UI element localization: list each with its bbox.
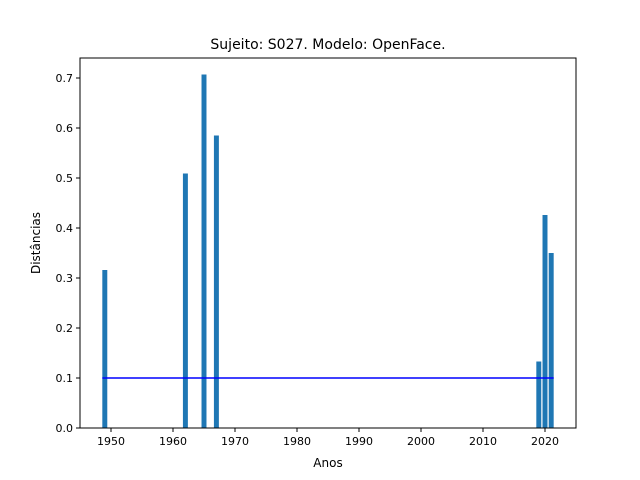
bar-1962 (182, 173, 188, 428)
x-tick-label: 2020 (531, 435, 559, 448)
bar-1965 (201, 74, 207, 428)
y-tick-label: 0.1 (56, 372, 74, 385)
chart-title: Sujeito: S027. Modelo: OpenFace. (210, 37, 445, 53)
x-tick-label: 1990 (345, 435, 373, 448)
x-tick-label: 1980 (283, 435, 311, 448)
bar-1967 (213, 135, 219, 428)
y-tick-label: 0.2 (56, 322, 74, 335)
x-tick-label: 2000 (407, 435, 435, 448)
y-axis-ticks: 0.0 0.1 0.2 0.3 0.4 0.5 0.6 0.7 (56, 72, 80, 435)
y-axis-label: Distâncias (29, 212, 43, 274)
x-axis-ticks: 1950 1960 1970 1980 1990 2000 2010 2020 (97, 428, 559, 448)
y-tick-label: 0.6 (56, 122, 74, 135)
y-tick-label: 0.7 (56, 72, 74, 85)
y-tick-label: 0.0 (56, 422, 74, 435)
bar-series (102, 74, 554, 428)
x-tick-label: 2010 (469, 435, 497, 448)
bar-2020 (542, 215, 548, 428)
x-tick-label: 1970 (221, 435, 249, 448)
x-axis-label: Anos (313, 456, 342, 470)
y-tick-label: 0.5 (56, 172, 74, 185)
bar-1949 (102, 270, 108, 428)
x-tick-label: 1960 (159, 435, 187, 448)
x-tick-label: 1950 (97, 435, 125, 448)
bar-2021 (548, 253, 554, 428)
bar-2019 (536, 361, 542, 428)
y-tick-label: 0.3 (56, 272, 74, 285)
plot-frame (79, 57, 577, 429)
y-tick-label: 0.4 (56, 222, 74, 235)
